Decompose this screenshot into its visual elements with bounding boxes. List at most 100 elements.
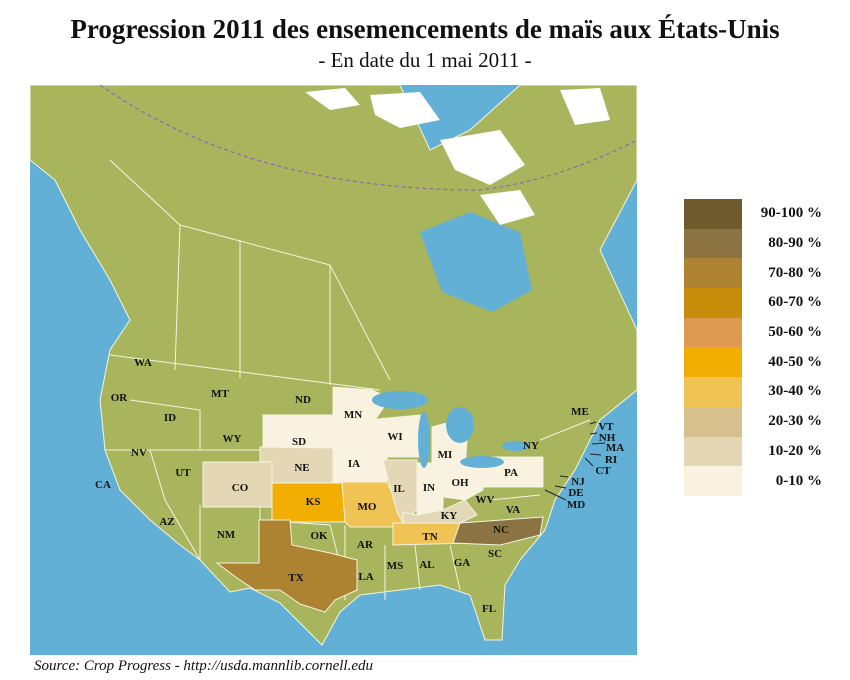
- state-label-mo: MO: [358, 501, 377, 513]
- legend-label: 40-50 %: [768, 353, 822, 370]
- legend-swatch: [684, 317, 742, 348]
- state-label-ne: NE: [294, 462, 309, 474]
- state-ia: [332, 447, 388, 483]
- map-title: Progression 2011 des ensemencements de m…: [70, 14, 780, 44]
- legend-swatch: [684, 347, 742, 378]
- state-label-la: LA: [358, 571, 373, 583]
- legend-swatch: [684, 228, 742, 259]
- leader-line: [559, 475, 569, 478]
- state-label-ga: GA: [454, 557, 471, 569]
- state-label-sd: SD: [292, 436, 306, 448]
- state-label-ar: AR: [357, 539, 374, 551]
- state-label-ok: OK: [310, 530, 328, 542]
- state-label-ma: MA: [606, 442, 624, 454]
- legend-label: 80-90 %: [768, 235, 822, 252]
- state-label-wy: WY: [223, 433, 242, 445]
- map-subtitle: - En date du 1 mai 2011 -: [318, 48, 532, 72]
- borders: [105, 159, 591, 600]
- legend-label: 90-100 %: [760, 205, 822, 222]
- arctic-islands: [305, 88, 610, 225]
- state-label-ky: KY: [441, 510, 458, 522]
- state-label-co: CO: [232, 482, 249, 494]
- source-note: Source: Crop Progress - http://usda.mann…: [34, 658, 373, 674]
- state-label-nm: NM: [217, 529, 236, 541]
- legend-item: 70-80 %: [684, 258, 822, 289]
- state-label-nh: NH: [599, 432, 616, 444]
- legend-item: 80-90 %: [684, 228, 822, 259]
- state-label-pa: PA: [504, 467, 518, 479]
- legend-item: 40-50 %: [684, 347, 822, 378]
- leader-line: [589, 453, 602, 456]
- legend-swatch: [684, 199, 742, 229]
- leader-line: [544, 489, 567, 501]
- state-label-vt: VT: [598, 421, 614, 433]
- north-america-map: WA OR ID MT ND WY NV UT CA CO AZ NM SD NE KS MN IA WI MI IL…: [30, 85, 637, 655]
- state-label-id: ID: [164, 412, 176, 424]
- state-label-ks: KS: [306, 496, 321, 508]
- state-wi: [366, 414, 421, 458]
- legend-item: 60-70 %: [684, 288, 822, 318]
- legend-item: 90-100 %: [684, 199, 822, 229]
- state-label-me: ME: [571, 406, 589, 418]
- state-label-ia: IA: [348, 458, 360, 470]
- hudson-bay: [420, 212, 532, 312]
- state-label-wv: WV: [476, 494, 495, 506]
- leader-line: [591, 442, 606, 445]
- state-label-wa: WA: [134, 357, 152, 369]
- legend-label: 20-30 %: [768, 413, 822, 430]
- state-label-nj: NJ: [571, 476, 585, 488]
- states: [202, 386, 544, 613]
- legend-swatch: [684, 288, 742, 318]
- state-label-mi: MI: [438, 449, 453, 461]
- state-label-il: IL: [393, 483, 405, 495]
- state-label-tn: TN: [422, 531, 437, 543]
- state-label-ca: CA: [95, 479, 111, 491]
- state-label-oh: OH: [451, 477, 469, 489]
- legend-swatch: [684, 466, 742, 496]
- legend-label: 50-60 %: [768, 324, 822, 341]
- leader-line: [584, 457, 594, 467]
- state-label-tx: TX: [288, 572, 303, 584]
- legend-label: 70-80 %: [768, 264, 822, 281]
- state-label-al: AL: [419, 559, 434, 571]
- state-label-nd: ND: [295, 394, 311, 406]
- leader-line: [589, 432, 598, 435]
- state-label-fl: FL: [482, 603, 496, 615]
- legend-swatch: [684, 436, 742, 467]
- legend-swatch: [684, 258, 742, 289]
- state-label-mn: MN: [344, 409, 362, 421]
- great-lakes: [372, 391, 530, 468]
- leader-line: [554, 485, 567, 489]
- arctic-circle-line: [99, 85, 637, 191]
- state-label-in: IN: [423, 482, 435, 494]
- state-label-wi: WI: [387, 431, 402, 443]
- legend-label: 10-20 %: [768, 442, 822, 459]
- legend-label: 60-70 %: [768, 294, 822, 311]
- legend-item: 0-10 %: [684, 466, 822, 496]
- state-label-ms: MS: [387, 560, 404, 572]
- state-label-nc: NC: [493, 524, 509, 536]
- legend-swatch: [684, 377, 742, 407]
- state-label-ri: RI: [605, 454, 617, 466]
- state-labels: WA OR ID MT ND WY NV UT CA CO AZ NM SD NE KS MN IA WI MI IL…: [95, 357, 624, 615]
- state-label-va: VA: [506, 504, 521, 516]
- state-label-ct: CT: [595, 465, 611, 477]
- legend-item: 10-20 %: [684, 436, 822, 467]
- legend-swatch: [684, 406, 742, 437]
- state-label-de: DE: [568, 487, 583, 499]
- state-label-ut: UT: [175, 467, 191, 479]
- state-label-ny: NY: [523, 440, 539, 452]
- legend-label: 0-10 %: [775, 472, 822, 489]
- state-label-sc: SC: [488, 548, 502, 560]
- legend: 90-100 % 80-90 % 70-80 % 60-70 % 50-60 % 40-5…: [684, 199, 822, 496]
- state-label-az: AZ: [159, 516, 174, 528]
- state-label-or: OR: [111, 392, 129, 404]
- state-nc: [452, 516, 544, 546]
- legend-item: 30-40 %: [684, 377, 822, 407]
- state-label-nv: NV: [131, 447, 147, 459]
- leader-line: [589, 421, 597, 425]
- legend-item: 20-30 %: [684, 406, 822, 437]
- legend-item: 50-60 %: [684, 317, 822, 348]
- state-label-mt: MT: [211, 388, 229, 400]
- state-label-md: MD: [567, 499, 585, 511]
